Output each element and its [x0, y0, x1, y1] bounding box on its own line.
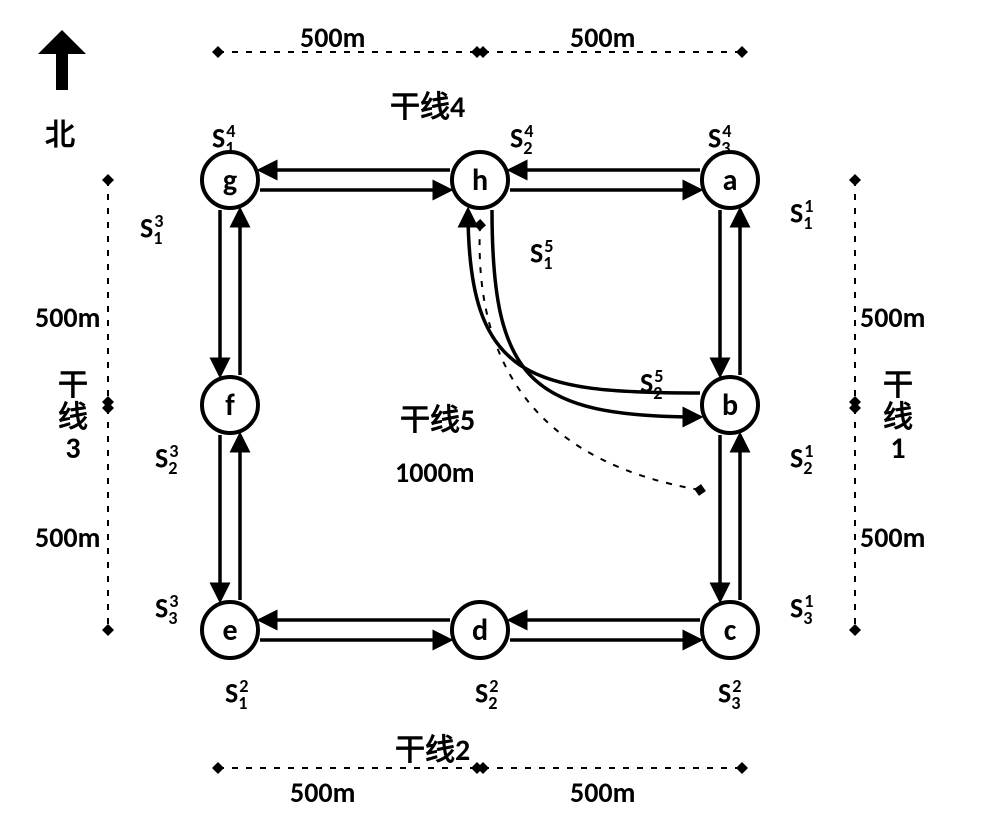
s-label: S33	[155, 590, 178, 629]
distance-label: 500m	[300, 20, 365, 55]
node-c: c	[700, 600, 760, 660]
node-g-label: g	[223, 162, 237, 199]
node-d: d	[450, 600, 510, 660]
distance-label: 500m	[290, 775, 355, 810]
s-label: S23	[155, 440, 178, 479]
distance-label: 500m	[570, 775, 635, 810]
s-label: S11	[790, 195, 813, 234]
node-b: b	[700, 375, 760, 435]
node-g: g	[200, 150, 260, 210]
node-e: e	[200, 600, 260, 660]
node-b-label: b	[722, 387, 738, 424]
node-c-label: c	[724, 612, 737, 649]
distance-label: 500m	[860, 300, 925, 335]
distance-label: 500m	[35, 520, 100, 555]
s-label: S15	[530, 235, 553, 274]
node-e-label: e	[222, 612, 237, 649]
node-a-label: a	[723, 162, 738, 199]
trunk-label: 干线3	[55, 370, 91, 465]
node-h-label: h	[472, 162, 488, 199]
node-f-label: f	[225, 387, 235, 424]
distance-label: 500m	[860, 520, 925, 555]
s-label: S25	[640, 365, 663, 404]
trunk-label: 干线4	[390, 82, 465, 126]
s-label: S22	[475, 675, 498, 714]
s-label: S31	[790, 590, 813, 629]
diagram-stage: 北 g h a f b e d c S14 S24 S34 S13 S11 S15 S25 S…	[0, 0, 983, 823]
s-label: S13	[140, 210, 163, 249]
s-label: S32	[718, 675, 741, 714]
s-label: S12	[225, 675, 248, 714]
distance-label: 1000m	[395, 455, 475, 490]
s-label: S24	[510, 120, 533, 159]
node-a: a	[700, 150, 760, 210]
s-label: S34	[708, 120, 731, 159]
node-f: f	[200, 375, 260, 435]
distance-label: 500m	[570, 20, 635, 55]
node-d-label: d	[472, 612, 488, 649]
s-label: S14	[212, 120, 235, 159]
distance-label: 500m	[35, 300, 100, 335]
s-label: S21	[790, 440, 813, 479]
trunk-label: 干线5	[400, 395, 475, 439]
north-label: 北	[45, 110, 75, 154]
trunk-label: 干线1	[880, 370, 916, 465]
node-h: h	[450, 150, 510, 210]
trunk-label: 干线2	[395, 725, 470, 769]
